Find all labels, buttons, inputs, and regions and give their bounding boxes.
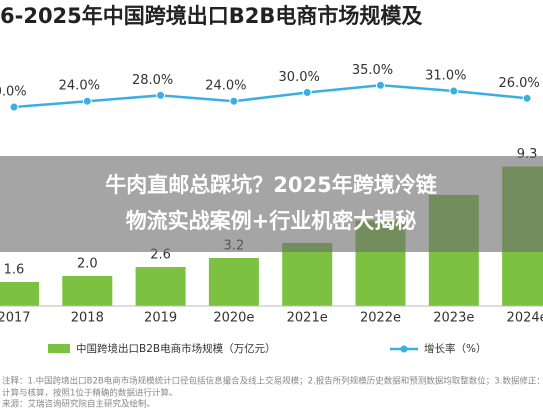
x-tick-label: 2017	[0, 311, 31, 326]
line-point	[376, 80, 385, 90]
data-label: 20.0%	[0, 85, 27, 100]
bar	[208, 258, 259, 306]
data-label: 24.0%	[59, 79, 100, 94]
footnote: 注释：1.中国跨境出口B2B电商市场规模统计口径包括信息撮合及线上交易规模；2.…	[2, 376, 543, 387]
legend-label: 增长率（%）	[424, 342, 486, 355]
x-tick-label: 2021e	[287, 311, 328, 326]
x-tick-label: 2020e	[213, 311, 254, 326]
bar	[282, 243, 333, 306]
data-label: 24.0%	[205, 79, 246, 94]
legend-swatch	[48, 344, 70, 353]
line-point	[302, 88, 312, 97]
legend-dot	[400, 345, 408, 353]
x-tick-label: 2019	[144, 311, 177, 326]
data-label: 1.6	[4, 263, 25, 278]
overlay-line: 物流实战案例+行业机密大揭秘	[126, 209, 417, 233]
overlay-band	[0, 156, 543, 252]
line-point	[229, 96, 239, 106]
line-point	[522, 93, 532, 103]
data-label: 30.0%	[279, 70, 320, 85]
data-label: 31.0%	[425, 69, 466, 84]
legend-label: 中国跨境出口B2B电商市场规模（万亿元）	[76, 342, 276, 355]
data-label: 26.0%	[498, 76, 539, 91]
footnote: 计算与核算，按照1位于精确的数据进行计算。	[2, 388, 177, 399]
x-tick-label: 2024e	[507, 311, 543, 326]
line-point	[9, 102, 19, 112]
footnote: 来源：艾瑞咨询研究院自主研究及绘制。	[2, 399, 155, 408]
line-point	[82, 96, 92, 106]
line-point	[156, 90, 166, 100]
bar	[135, 267, 186, 306]
growth-line	[13, 83, 528, 109]
line-point	[449, 86, 459, 96]
overlay-line: 牛肉直邮总踩坑？2025年跨境冷链	[105, 173, 437, 197]
x-tick-label: 2023e	[433, 311, 474, 326]
data-label: 35.0%	[352, 63, 393, 78]
bar	[0, 282, 39, 306]
x-tick-label: 2022e	[360, 311, 401, 326]
data-label: 28.0%	[132, 73, 173, 88]
bar	[62, 276, 113, 306]
data-label: 2.0	[77, 257, 98, 272]
x-tick-label: 2018	[71, 311, 104, 326]
chart-title: 6-2025年中国跨境出口B2B电商市场规模及	[0, 4, 423, 28]
